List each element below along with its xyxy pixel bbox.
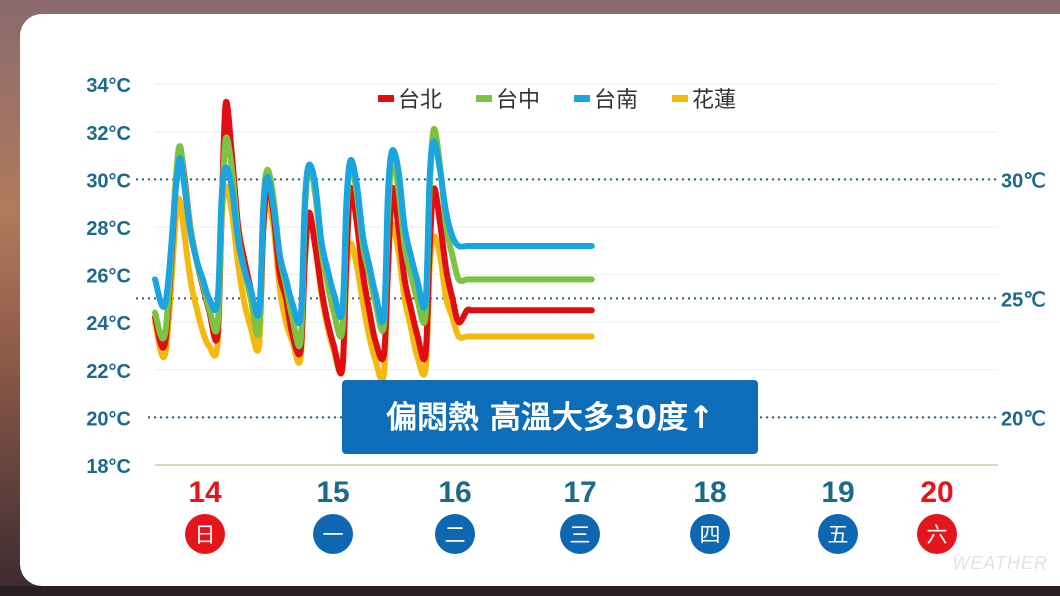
series-line-台南 bbox=[152, 138, 595, 327]
day-label: 20 bbox=[920, 476, 953, 509]
day-label: 14 bbox=[188, 476, 222, 509]
day-label: 15 bbox=[316, 476, 349, 509]
weekday-circle bbox=[818, 514, 858, 554]
caption-box bbox=[342, 380, 758, 454]
y-tick-label: 28°C bbox=[86, 218, 131, 240]
reference-line-label: 30℃ bbox=[1001, 170, 1046, 192]
series-line-台北 bbox=[152, 98, 595, 377]
weekday-label: 一 bbox=[323, 523, 344, 547]
legend-label: 台中 bbox=[496, 88, 540, 113]
weekday-circle bbox=[690, 514, 730, 554]
weekday-circle bbox=[435, 514, 475, 554]
caption-text: 偏悶熱 高溫大多30度↑ bbox=[386, 400, 714, 436]
weekday-label: 三 bbox=[570, 523, 591, 547]
weekday-label: 六 bbox=[927, 523, 948, 547]
weekday-circle bbox=[917, 514, 957, 554]
y-tick-label: 20°C bbox=[86, 408, 131, 430]
legend-label: 花蓮 bbox=[692, 88, 736, 113]
day-label: 18 bbox=[693, 476, 726, 509]
weekday-circle bbox=[185, 514, 225, 554]
y-tick-label: 22°C bbox=[86, 361, 131, 383]
legend-swatch bbox=[476, 95, 492, 102]
background-strip bbox=[0, 586, 1060, 596]
day-label: 19 bbox=[821, 476, 854, 509]
legend-swatch bbox=[672, 95, 688, 102]
y-tick-label: 34°C bbox=[86, 75, 131, 97]
weekday-circle bbox=[313, 514, 353, 554]
weekday-label: 五 bbox=[828, 523, 849, 547]
y-tick-label: 18°C bbox=[86, 456, 131, 478]
y-tick-label: 24°C bbox=[86, 313, 131, 335]
legend-label: 台北 bbox=[398, 88, 442, 113]
weekday-label: 二 bbox=[445, 523, 466, 547]
y-tick-label: 32°C bbox=[86, 123, 131, 145]
y-tick-label: 30°C bbox=[86, 170, 131, 192]
watermark: WEATHER bbox=[952, 553, 1048, 573]
weekday-label: 日 bbox=[195, 523, 216, 547]
reference-line-label: 25℃ bbox=[1001, 289, 1046, 311]
day-label: 16 bbox=[438, 476, 471, 509]
legend-swatch bbox=[574, 95, 590, 102]
series-line-花蓮 bbox=[152, 183, 595, 384]
reference-line-label: 20℃ bbox=[1001, 408, 1046, 430]
legend-label: 台南 bbox=[594, 88, 638, 113]
day-label: 17 bbox=[563, 476, 596, 509]
weekday-circle bbox=[560, 514, 600, 554]
legend-swatch bbox=[378, 95, 394, 102]
weekday-label: 四 bbox=[700, 523, 721, 547]
y-tick-label: 26°C bbox=[86, 266, 131, 288]
